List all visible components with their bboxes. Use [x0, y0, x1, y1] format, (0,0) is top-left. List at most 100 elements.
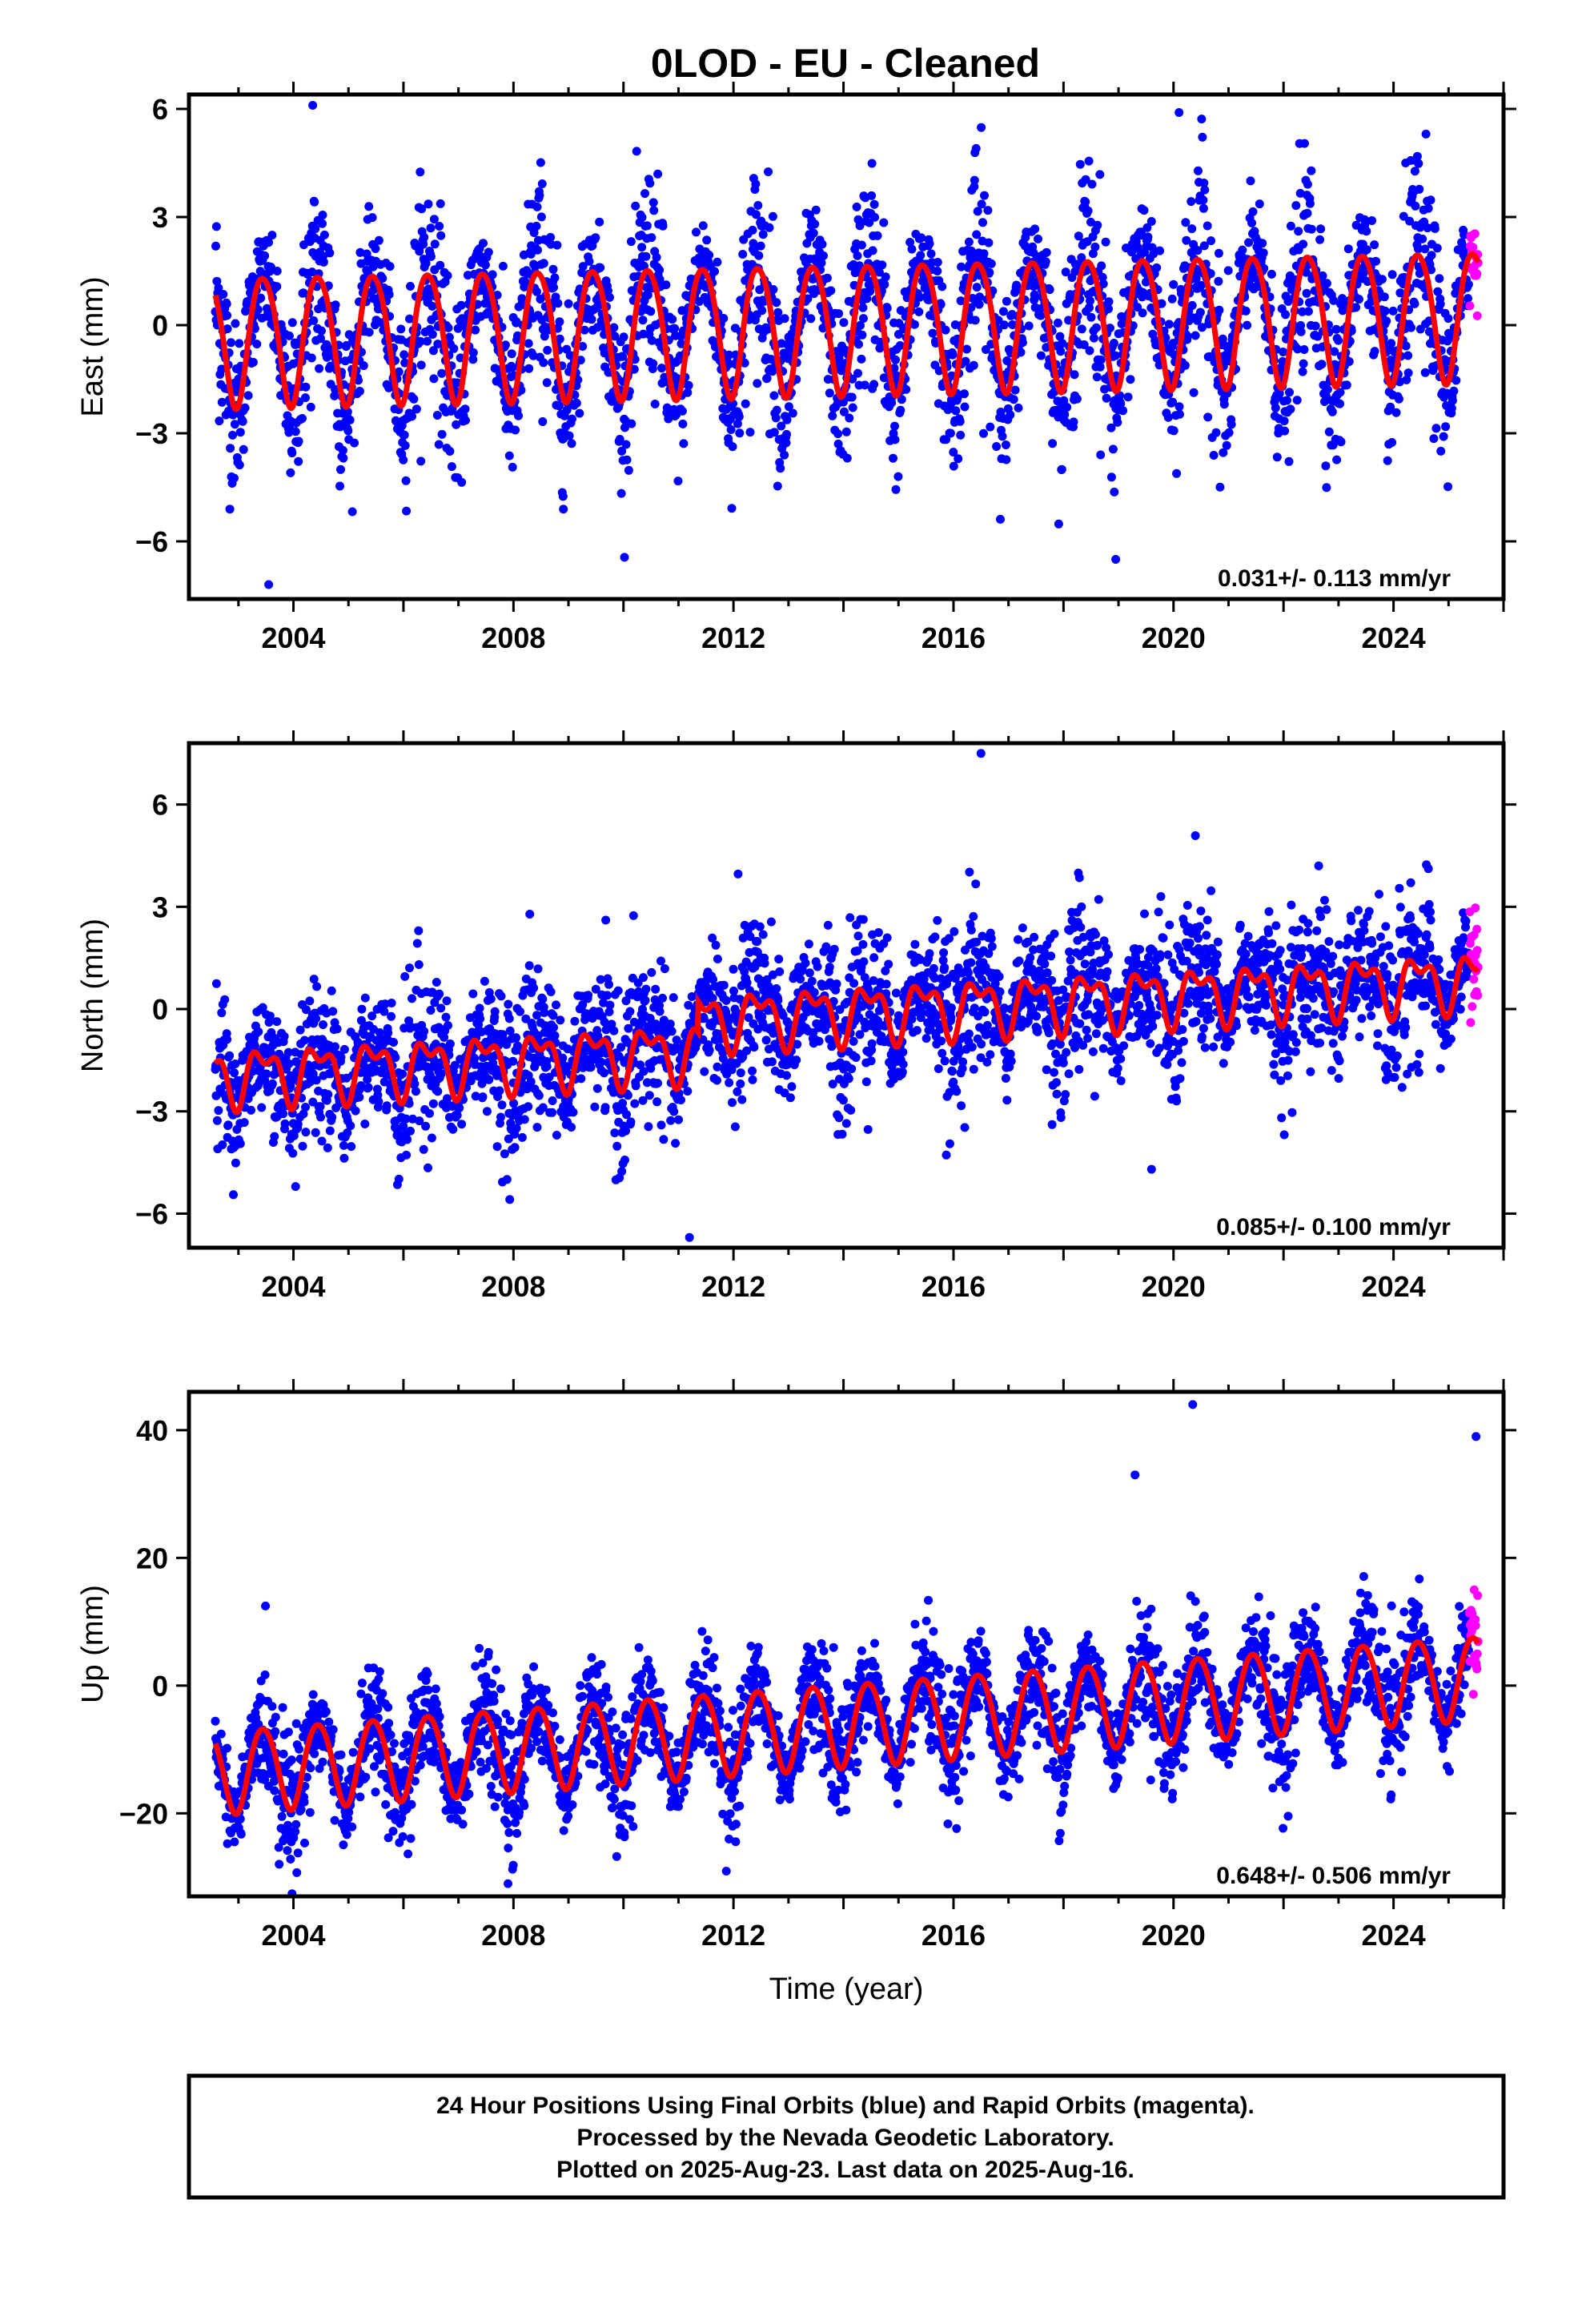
final-point [309, 975, 319, 984]
final-point [510, 1143, 520, 1152]
final-point [367, 213, 377, 223]
final-point [452, 420, 461, 429]
final-point [347, 1142, 356, 1152]
final-point [1303, 208, 1312, 218]
final-point [1008, 320, 1018, 329]
final-point [1300, 139, 1309, 148]
final-point [291, 427, 300, 436]
final-point [753, 937, 762, 946]
final-point [1086, 296, 1094, 306]
final-point [266, 1048, 275, 1057]
final-point [328, 1007, 338, 1016]
final-point [748, 1075, 757, 1084]
final-point [230, 420, 239, 429]
final-point [435, 989, 444, 999]
final-point [618, 352, 628, 361]
final-point [769, 428, 779, 437]
final-point [1168, 397, 1178, 407]
final-point [848, 374, 857, 384]
final-point [758, 930, 768, 939]
final-point [1335, 388, 1345, 397]
final-point [504, 451, 514, 460]
final-point [394, 1174, 404, 1184]
final-point [609, 1026, 619, 1035]
final-point [1110, 487, 1119, 497]
final-point [772, 984, 781, 993]
final-point [1199, 179, 1209, 187]
final-point [925, 239, 934, 248]
final-point [1118, 406, 1128, 416]
final-point [359, 361, 368, 371]
final-point [568, 414, 576, 424]
final-point [211, 241, 220, 251]
final-point [1219, 448, 1228, 457]
final-point [1024, 321, 1034, 331]
final-point [564, 431, 574, 440]
final-point [497, 1100, 507, 1110]
final-point [311, 1128, 320, 1137]
final-point [986, 259, 996, 268]
final-point [662, 403, 672, 412]
final-point [637, 213, 647, 222]
final-point [758, 230, 768, 239]
final-point [960, 402, 970, 412]
final-point [896, 306, 905, 316]
final-point [631, 201, 640, 211]
final-point [859, 957, 869, 967]
final-point [782, 429, 791, 439]
final-point [760, 959, 769, 968]
final-point [846, 1105, 856, 1115]
final-point [338, 445, 347, 455]
final-point [1331, 324, 1341, 334]
final-point [429, 215, 439, 224]
final-point [867, 191, 877, 200]
final-point [1061, 267, 1070, 277]
final-point [1106, 423, 1116, 432]
final-point [964, 237, 974, 247]
final-point [630, 1099, 640, 1108]
final-point [396, 324, 406, 334]
final-point [1030, 224, 1040, 234]
final-point [1146, 217, 1156, 226]
final-point [1303, 307, 1313, 316]
final-point [1294, 227, 1303, 236]
final-point [801, 959, 810, 968]
final-point [1199, 241, 1209, 251]
final-point [559, 505, 568, 514]
final-point [1420, 244, 1430, 254]
final-point [858, 314, 868, 324]
final-point [430, 239, 440, 249]
final-point [832, 979, 841, 989]
final-point [524, 961, 534, 971]
final-point [660, 964, 669, 974]
final-point [1096, 450, 1106, 460]
final-point [211, 979, 221, 988]
final-point [1441, 422, 1451, 432]
final-point [601, 915, 611, 925]
final-point [679, 439, 689, 448]
final-point [852, 202, 861, 211]
east-plot-frame [187, 92, 1506, 601]
final-point [546, 987, 556, 996]
final-point [447, 462, 456, 472]
final-point [961, 356, 970, 366]
final-point [400, 440, 410, 450]
final-point [1163, 412, 1173, 422]
final-point [311, 1014, 321, 1023]
final-point [424, 1163, 432, 1172]
final-point [1091, 323, 1101, 332]
final-point [532, 202, 542, 211]
final-point [1169, 279, 1178, 289]
final-point [600, 1103, 610, 1112]
final-point [258, 1003, 267, 1012]
final-point [1431, 424, 1441, 433]
final-point [575, 408, 584, 418]
final-point [683, 388, 693, 397]
final-point [907, 244, 917, 254]
final-point [419, 1144, 428, 1154]
final-point [970, 316, 980, 325]
final-point [421, 1121, 431, 1131]
final-point [1218, 334, 1227, 344]
final-point [637, 243, 647, 252]
final-point [364, 328, 374, 337]
